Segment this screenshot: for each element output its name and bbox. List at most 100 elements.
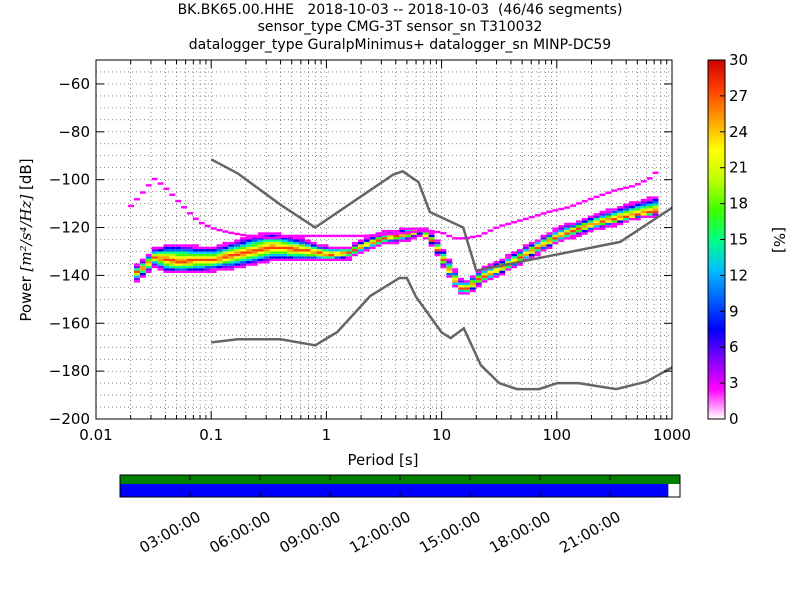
- heatmap-cell: [605, 208, 612, 211]
- heatmap-cell: [328, 253, 335, 257]
- heatmap-cell: [304, 239, 311, 242]
- heatmap-cell: [564, 229, 571, 233]
- heatmap-cell: [487, 270, 494, 274]
- heatmap-cell: [369, 234, 376, 237]
- heatmap-cell: [552, 239, 559, 242]
- heatmap-cell: [234, 246, 241, 250]
- colorbar-tick-label: 18: [729, 195, 748, 213]
- heatmap-cell: [434, 253, 441, 257]
- heatmap-cell: [228, 251, 235, 254]
- y-axis-label-suffix: [dB]: [17, 158, 35, 194]
- heatmap-cell: [375, 239, 382, 242]
- heatmap-cell: [275, 249, 282, 252]
- heatmap-cell: [522, 256, 529, 259]
- heatmap-cell: [346, 251, 353, 254]
- heatmap-cell: [611, 215, 618, 218]
- heatmap-cell: [570, 222, 576, 226]
- heatmap-cell: [257, 246, 264, 250]
- heatmap-cell: [599, 220, 606, 223]
- heatmap-cell: [310, 249, 317, 252]
- heatmap-cell: [228, 268, 235, 271]
- heatmap-cell: [257, 244, 264, 247]
- colorbar-tick-label: 0: [729, 410, 739, 428]
- heatmap-cell: [251, 258, 258, 262]
- heatmap-cell: [192, 265, 199, 269]
- heatmap-cell: [169, 251, 176, 254]
- heatmap-cell: [581, 217, 588, 221]
- heatmap-cell: [151, 246, 158, 250]
- heatmap-cell: [628, 217, 635, 221]
- heatmap-cell: [540, 246, 547, 250]
- heatmap-cell: [334, 249, 341, 252]
- heatmap-cell: [228, 261, 235, 264]
- heatmap-cell: [434, 246, 441, 250]
- heatmap-cell: [375, 232, 382, 235]
- heatmap-cell: [287, 256, 294, 259]
- heatmap-cell: [269, 253, 276, 257]
- heatmap-cell: [234, 249, 241, 252]
- heatmap-cell: [139, 261, 146, 264]
- heatmap-cell: [163, 261, 170, 264]
- heatmap-cell: [145, 261, 152, 264]
- heatmap-cell: [139, 270, 146, 274]
- heatmap-cell: [599, 222, 606, 226]
- heatmap-cell: [169, 265, 176, 269]
- heatmap-cell: [581, 229, 588, 233]
- heatmap-cell: [334, 234, 341, 238]
- heatmap-cell: [517, 253, 523, 257]
- heatmap-cell: [316, 244, 323, 247]
- heatmap-cell: [611, 220, 618, 223]
- heatmap-cell: [175, 258, 182, 262]
- heatmap-cell: [245, 237, 252, 240]
- heatmap-cell: [570, 232, 576, 235]
- heatmap-cell: [187, 261, 193, 264]
- heatmap-cell: [210, 253, 217, 257]
- heatmap-cell: [540, 241, 547, 245]
- heatmap-cell: [617, 187, 624, 191]
- heatmap-cell: [299, 234, 305, 238]
- heatmap-cell: [216, 249, 223, 252]
- heatmap-cell: [163, 256, 170, 259]
- heatmap-cell: [623, 217, 629, 221]
- heatmap-cell: [222, 241, 229, 245]
- heatmap-cell: [163, 263, 170, 266]
- heatmap-cell: [287, 249, 294, 252]
- heatmap-cell: [375, 241, 382, 245]
- heatmap-cell: [605, 213, 612, 216]
- heatmap-cell: [187, 263, 193, 266]
- heatmap-cell: [263, 253, 270, 257]
- heatmap-cell: [251, 261, 258, 264]
- heatmap-cell: [157, 249, 164, 252]
- axes: 0.01 0.1 1 10 100 1000 −200 −180 −160 −140 −120 −10…: [49, 60, 691, 444]
- heatmap-cell: [458, 284, 465, 288]
- heatmap-cell: [487, 229, 494, 232]
- heatmap-cell: [428, 234, 435, 238]
- heatmap-cell: [316, 251, 323, 254]
- heatmap-cell: [558, 237, 565, 240]
- heatmap-cell: [257, 239, 264, 242]
- heatmap-cell: [204, 261, 211, 264]
- heatmap-cell: [187, 251, 193, 254]
- heatmap-cell: [257, 241, 264, 245]
- heatmap-cell: [369, 241, 376, 245]
- heatmap-cell: [352, 234, 358, 238]
- heatmap-cell: [575, 222, 582, 226]
- heatmap-cell: [169, 263, 176, 266]
- heatmap-cell: [599, 225, 606, 228]
- heatmap-cell: [534, 239, 541, 242]
- heatmap-cell: [540, 239, 547, 242]
- heatmap-cell: [257, 261, 264, 264]
- heatmap-cell: [228, 231, 235, 235]
- noise-model-nlnm: [211, 276, 672, 391]
- heatmap-cell: [263, 234, 270, 238]
- heatmap-cell: [440, 251, 447, 254]
- heatmap-cell: [316, 234, 323, 238]
- heatmap-cell: [269, 239, 276, 242]
- heatmap-cell: [605, 222, 612, 226]
- heatmap-cell: [192, 251, 199, 254]
- heatmap-cell: [251, 246, 258, 250]
- heatmap-cell: [181, 261, 188, 264]
- heatmap-cell: [552, 237, 559, 240]
- heatmap-cell: [628, 215, 635, 218]
- time-tick-label: 15:00:00: [416, 508, 483, 557]
